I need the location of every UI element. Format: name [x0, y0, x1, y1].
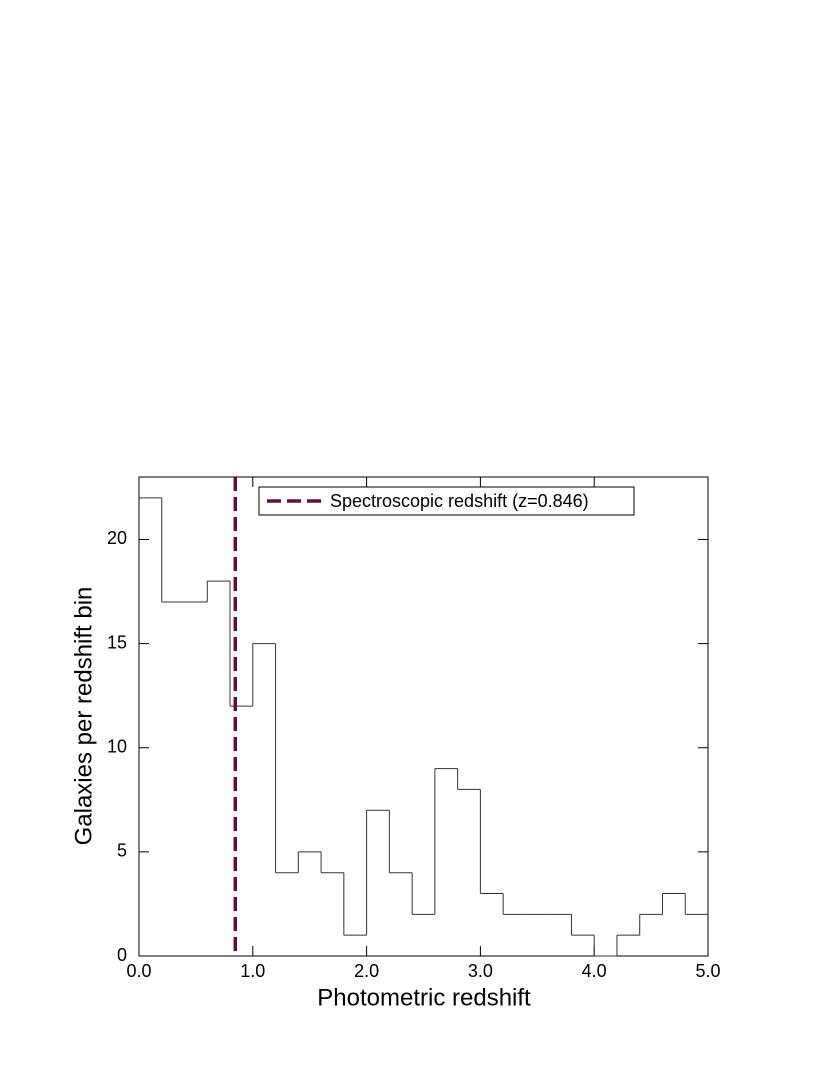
x-tick-label: 2.0 — [354, 961, 379, 981]
x-tick-label: 3.0 — [468, 961, 493, 981]
y-tick-label: 10 — [107, 736, 127, 756]
x-tick-label: 0.0 — [126, 961, 151, 981]
y-tick-label: 5 — [117, 841, 127, 861]
y-tick-label: 20 — [107, 528, 127, 548]
x-tick-label: 4.0 — [582, 961, 607, 981]
legend-box — [258, 486, 635, 516]
legend-label: Spectroscopic redshift (z=0.846) — [330, 491, 589, 511]
y-tick-label: 0 — [117, 945, 127, 965]
x-tick-label: 5.0 — [695, 961, 720, 981]
plot-frame — [138, 476, 709, 957]
y-tick-label: 15 — [107, 632, 127, 652]
y-axis-label: Galaxies per redshift bin — [70, 587, 97, 846]
x-axis-label: Photometric redshift — [317, 984, 531, 1011]
x-tick-label: 1.0 — [240, 961, 265, 981]
